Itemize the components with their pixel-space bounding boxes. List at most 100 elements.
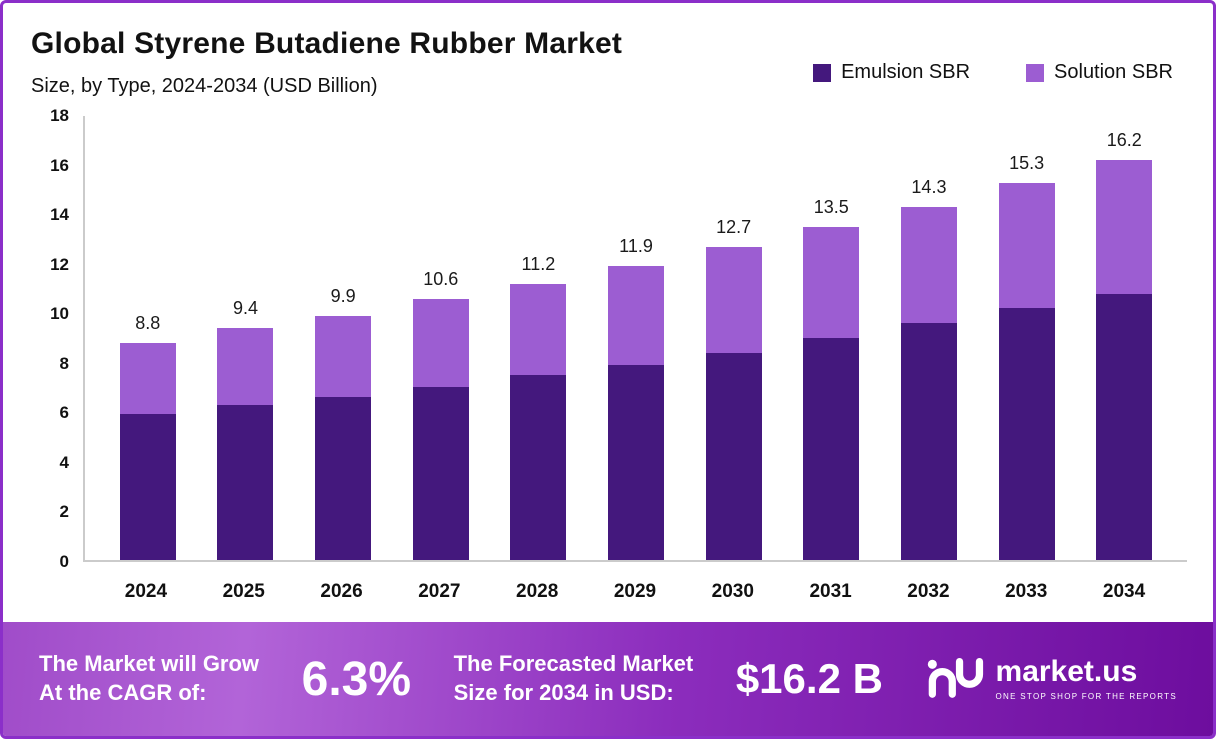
legend-swatch	[813, 63, 832, 82]
segment-emulsion-sbr	[412, 387, 469, 560]
bar-stack	[217, 328, 274, 560]
y-axis: 0 2 4 6 8 10 12 14 16 18	[31, 106, 83, 571]
plot-area: 8.8 9.4 9.9 10.6 11.2 11.9 12.7 13.5 14.3 15.3 16.…	[83, 116, 1187, 562]
segment-solution-sbr	[510, 283, 567, 375]
y-axis-tick-12: 12	[50, 254, 69, 274]
forecast-caption-line1: The Forecasted Market	[453, 651, 694, 677]
bar-stack	[998, 182, 1055, 560]
x-axis-label-2026: 2026	[320, 581, 363, 602]
bar-value-label: 12.7	[716, 216, 752, 237]
y-axis-tick-18: 18	[50, 106, 69, 125]
brand-name: market.us	[995, 655, 1138, 688]
bar-group-2028: 11.2	[490, 116, 588, 560]
segment-emulsion-sbr	[510, 375, 567, 560]
segment-emulsion-sbr	[119, 414, 176, 560]
segment-emulsion-sbr	[803, 338, 860, 560]
segment-solution-sbr	[315, 315, 372, 398]
cagr-caption-line2: At the CAGR of:	[39, 680, 207, 705]
bar-group-2030: 12.7	[685, 116, 783, 560]
cagr-caption-line1: The Market will Grow	[39, 651, 260, 677]
segment-solution-sbr	[412, 298, 469, 388]
bar-stack	[119, 342, 176, 560]
bar-stack	[803, 227, 860, 560]
segment-solution-sbr	[900, 207, 957, 324]
marketus-logo-icon	[926, 656, 984, 703]
y-axis-tick-2: 2	[59, 502, 69, 522]
brand-text: market.us ONE STOP SHOP FOR THE REPORTS	[995, 655, 1177, 702]
bar-stack	[315, 315, 372, 560]
y-axis-tick-6: 6	[59, 403, 69, 423]
segment-emulsion-sbr	[998, 308, 1055, 560]
segment-emulsion-sbr	[1096, 293, 1153, 560]
segment-solution-sbr	[998, 182, 1055, 309]
bar-group-2025: 9.4	[197, 116, 295, 560]
bar-stack	[900, 207, 957, 560]
bar-value-label: 10.6	[423, 268, 459, 289]
segment-solution-sbr	[119, 342, 176, 415]
bar-value-label: 9.4	[232, 298, 258, 319]
bar-group-2024: 8.8	[99, 116, 197, 560]
segment-solution-sbr	[803, 227, 860, 338]
bar-group-2034: 16.2	[1075, 116, 1173, 560]
legend-swatch	[1026, 63, 1045, 82]
bar-group-2031: 13.5	[782, 116, 880, 560]
segment-solution-sbr	[217, 328, 274, 405]
bar-value-label: 14.3	[911, 177, 947, 198]
cagr-value: 6.3%	[301, 652, 412, 706]
cagr-caption: The Market will Grow At the CAGR of:	[39, 650, 259, 707]
y-axis-tick-14: 14	[50, 205, 69, 225]
bar-stack	[412, 298, 469, 560]
bar-value-label: 11.9	[619, 236, 653, 257]
segment-solution-sbr	[705, 246, 762, 353]
bar-value-label: 15.3	[1009, 152, 1045, 173]
x-axis-label-2030: 2030	[711, 581, 754, 602]
bar-stack	[1096, 160, 1153, 560]
chart-legend: Emulsion SBR Solution SBR	[813, 61, 1173, 84]
x-axis-label-2029: 2029	[613, 581, 657, 602]
bar-stack	[510, 283, 567, 560]
y-axis-tick-0: 0	[59, 552, 69, 571]
y-axis-tick-8: 8	[59, 353, 69, 373]
legend-label: Solution SBR	[1054, 61, 1173, 83]
bar-stack	[608, 266, 665, 560]
footer-banner: The Market will Grow At the CAGR of: 6.3…	[3, 622, 1213, 736]
segment-emulsion-sbr	[900, 323, 957, 560]
bar-group-2029: 11.9	[587, 116, 685, 560]
x-axis-label-2027: 2027	[418, 581, 461, 602]
brand-tagline: ONE STOP SHOP FOR THE REPORTS	[995, 692, 1177, 701]
y-axis-tick-16: 16	[50, 155, 69, 175]
x-axis: 2024 2025 2026 2027 2028 2029 2030 2031 2032 2033…	[83, 562, 1187, 622]
bar-stack	[705, 246, 762, 560]
x-axis-label-2031: 2031	[809, 581, 852, 602]
y-axis-tick-4: 4	[59, 452, 69, 472]
x-axis-label-2033: 2033	[1005, 581, 1048, 602]
legend-item-emulsion-sbr: Emulsion SBR	[813, 61, 970, 84]
page-title: Global Styrene Butadiene Rubber Market	[31, 27, 623, 60]
x-axis-label-2028: 2028	[516, 581, 559, 602]
legend-item-solution-sbr: Solution SBR	[1026, 61, 1173, 84]
x-axis-label-2024: 2024	[124, 581, 168, 602]
bar-chart: 0 2 4 6 8 10 12 14 16 18 8.8 9.4 9.9 10.6 11.2 11.9 12.…	[31, 106, 1187, 571]
chart-subtitle: Size, by Type, 2024-2034 (USD Billion)	[31, 75, 378, 97]
bar-group-2027: 10.6	[392, 116, 490, 560]
bar-value-label: 11.2	[521, 253, 556, 274]
segment-solution-sbr	[608, 266, 665, 366]
legend-label: Emulsion SBR	[841, 61, 971, 83]
segment-emulsion-sbr	[608, 365, 665, 560]
brand-block: market.us ONE STOP SHOP FOR THE REPORTS	[926, 656, 1177, 703]
bar-value-label: 13.5	[813, 197, 849, 217]
y-axis-tick-10: 10	[50, 304, 69, 324]
bar-value-label: 9.9	[330, 285, 356, 306]
x-axis-label-2025: 2025	[222, 581, 265, 602]
bar-group-2026: 9.9	[294, 116, 392, 560]
bar-group-2033: 15.3	[978, 116, 1076, 560]
segment-emulsion-sbr	[315, 397, 372, 560]
forecast-caption-line2: Size for 2034 in USD:	[453, 680, 674, 705]
chart-card: Global Styrene Butadiene Rubber Market S…	[3, 3, 1213, 622]
forecast-caption: The Forecasted Market Size for 2034 in U…	[454, 650, 694, 707]
x-axis-label-2034: 2034	[1102, 581, 1146, 602]
segment-emulsion-sbr	[217, 404, 274, 560]
bar-group-2032: 14.3	[880, 116, 978, 560]
forecast-value: $16.2 B	[735, 655, 883, 702]
